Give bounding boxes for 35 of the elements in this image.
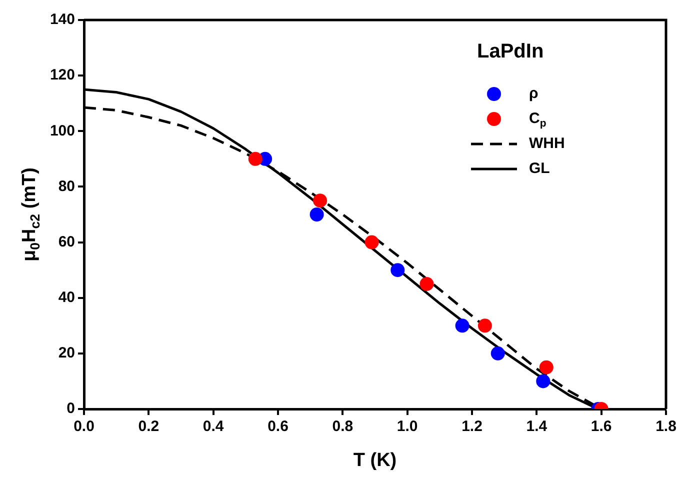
point	[420, 276, 434, 291]
y-tick-label: 100	[50, 122, 75, 140]
point	[455, 318, 470, 333]
y-tick-label: 20	[58, 344, 75, 362]
point	[390, 263, 405, 278]
x-tick-label: 1.0	[396, 418, 418, 436]
point	[490, 346, 505, 360]
x-tick-label: 1.2	[462, 418, 482, 436]
x-tick-label: 0.8	[332, 418, 354, 436]
y-axis-title: μ0Hc2 (mT)	[19, 168, 42, 262]
y-tick-label: 0	[66, 400, 75, 418]
legend-label: GL	[529, 160, 550, 178]
legend-title: LaPdIn	[477, 40, 544, 63]
point	[310, 208, 324, 222]
point	[536, 374, 550, 388]
x-tick-label: 1.4	[526, 418, 548, 436]
x-tick-label: 1.6	[590, 418, 612, 436]
legend-label: ρ	[529, 85, 538, 102]
x-axis-title: T (K)	[353, 450, 397, 472]
point	[539, 360, 554, 374]
y-tick-label: 140	[50, 11, 75, 28]
x-tick-label: 0.2	[138, 418, 160, 436]
y-tick-label: 80	[58, 178, 75, 195]
point	[313, 194, 328, 208]
point	[364, 235, 379, 250]
y-tick-label: 40	[58, 289, 75, 306]
point	[478, 318, 492, 333]
x-tick-label: 0.0	[74, 418, 94, 436]
y-tick-label: 120	[50, 66, 75, 84]
x-tick-label: 0.4	[202, 418, 224, 436]
point	[248, 152, 262, 166]
y-tick-label: 60	[58, 233, 75, 250]
legend-label: WHH	[529, 135, 565, 152]
x-tick-label: 1.8	[656, 418, 676, 436]
x-tick-label: 0.6	[268, 418, 288, 436]
